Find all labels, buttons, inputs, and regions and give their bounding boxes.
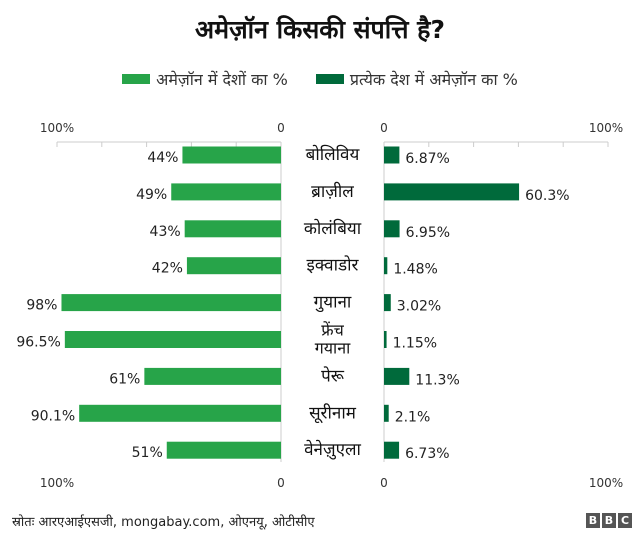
tick-label-right-max: 100% — [589, 476, 623, 490]
legend-item-1: अमेज़ॉन में देशों का % — [122, 68, 288, 90]
data-label-left: 51% — [132, 445, 163, 461]
category-label: इक्वाडोर — [307, 255, 360, 276]
legend-item-2: प्रत्येक देश में अमेज़ॉन का % — [315, 68, 518, 90]
data-label-left: 43% — [150, 224, 181, 240]
data-label-left: 61% — [109, 371, 140, 387]
tick-label-right-max: 100% — [589, 121, 623, 135]
category-label: गुयाना — [314, 293, 352, 313]
tick-label-left-zero: 0 — [277, 121, 285, 135]
tick-label-right-zero: 0 — [380, 476, 388, 490]
legend-swatch — [122, 74, 151, 84]
data-label-right: 6.73% — [405, 446, 449, 462]
bar-left — [79, 404, 282, 422]
data-label-right: 6.95% — [406, 225, 450, 241]
category-label: पेरू — [321, 365, 345, 386]
bar-right — [384, 257, 388, 275]
bar-left — [171, 183, 281, 201]
bar-right — [384, 441, 400, 459]
legend-label: प्रत्येक देश में अमेज़ॉन का % — [349, 70, 518, 89]
category-label: कोलंबिया — [304, 218, 362, 239]
bar-right — [384, 404, 389, 422]
tick-label-left-zero: 0 — [277, 476, 285, 490]
bar-left — [166, 441, 281, 459]
bar-left — [182, 146, 281, 164]
tick-label-left-max: 100% — [40, 476, 74, 490]
bar-right — [384, 146, 400, 164]
bar-left — [64, 331, 281, 348]
tick-label-right-zero: 0 — [380, 121, 388, 135]
data-label-left: 42% — [152, 261, 183, 277]
legend-swatch — [315, 74, 344, 84]
category-label: ब्राज़ील — [311, 181, 354, 202]
bar-left — [61, 294, 282, 312]
bar-right — [384, 367, 410, 385]
bar-right — [384, 220, 400, 238]
bar-left — [184, 220, 281, 238]
category-label: वेनेज़ुएला — [304, 439, 361, 460]
legend-label: अमेज़ॉन में देशों का % — [156, 70, 288, 89]
legend: अमेज़ॉन में देशों का % प्रत्येक देश में … — [0, 68, 640, 90]
chart-title: अमेज़ॉन किसकी संपत्ति है? — [195, 15, 445, 44]
data-label-left: 98% — [26, 298, 57, 314]
bar-left — [186, 257, 281, 275]
data-label-left: 44% — [147, 150, 178, 166]
data-label-left: 96.5% — [16, 335, 60, 351]
category-label: सूरीनाम — [309, 402, 357, 423]
bar-left — [144, 367, 281, 385]
bar-right — [384, 331, 387, 348]
data-label-left: 90.1% — [31, 408, 75, 424]
data-label-right: 60.3% — [525, 188, 569, 204]
tick-label-left-max: 100% — [40, 121, 74, 135]
data-label-right: 3.02% — [397, 299, 441, 315]
category-label: फ्रेंच — [321, 321, 344, 340]
data-label-right: 2.1% — [395, 409, 431, 425]
category-label: बोलिविय — [306, 144, 361, 165]
bar-right — [384, 183, 520, 201]
data-label-right: 1.48% — [393, 262, 437, 278]
source-note: स्रोतः आरएआईएसजी, mongabay.com, ओएनयू, ओ… — [12, 515, 315, 530]
category-label: गयाना — [315, 339, 351, 358]
data-label-right: 6.87% — [405, 151, 449, 167]
data-label-left: 49% — [136, 187, 167, 203]
bar-right — [384, 294, 391, 312]
data-label-right: 1.15% — [393, 336, 437, 352]
data-label-right: 11.3% — [415, 372, 459, 388]
